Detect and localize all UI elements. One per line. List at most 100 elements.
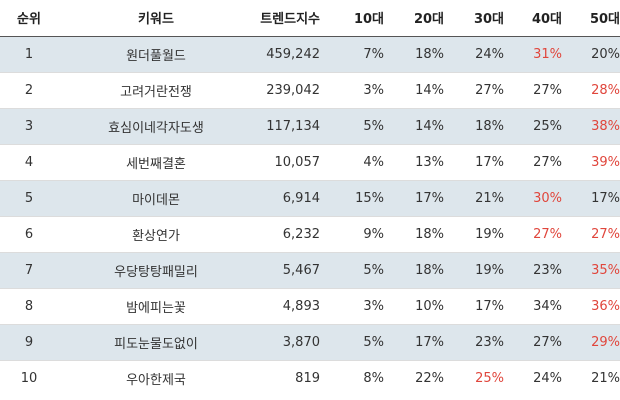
pct-cell-30s: 24% — [475, 46, 504, 62]
header-50s: 50대 — [562, 0, 620, 37]
header-rank: 순위 — [0, 0, 58, 37]
pct-cell-10s: 4% — [363, 154, 384, 170]
rank-cell: 8 — [24, 298, 34, 314]
table-row: 8 밤에피는꽃 4,893 3% 10% 17% 34% 36% — [0, 288, 620, 324]
pct-cell-20s: 17% — [415, 334, 444, 350]
pct-cell-30s: 27% — [475, 82, 504, 98]
keyword-cell: 우아한제국 — [126, 372, 186, 388]
pct-cell-40s: 31% — [533, 46, 562, 62]
rank-cell: 10 — [20, 370, 38, 386]
header-10s: 10대 — [320, 0, 384, 37]
pct-cell-50s: 38% — [591, 118, 620, 134]
pct-cell-30s: 17% — [475, 298, 504, 314]
table-row: 4 세번째결혼 10,057 4% 13% 17% 27% 39% — [0, 144, 620, 180]
keyword-cell: 우당탕탕패밀리 — [114, 264, 198, 280]
table-row: 6 환상연가 6,232 9% 18% 19% 27% 27% — [0, 216, 620, 252]
keyword-cell: 효심이네각자도생 — [108, 120, 204, 136]
pct-cell-10s: 5% — [363, 118, 384, 134]
trend-index-cell: 819 — [295, 370, 320, 386]
table-row: 5 마이데몬 6,914 15% 17% 21% 30% 17% — [0, 180, 620, 216]
pct-cell-20s: 14% — [415, 82, 444, 98]
keyword-cell: 세번째결혼 — [126, 156, 186, 172]
table-row: 2 고려거란전쟁 239,042 3% 14% 27% 27% 28% — [0, 72, 620, 108]
keyword-cell: 환상연가 — [132, 228, 180, 244]
pct-cell-50s: 39% — [591, 154, 620, 170]
table-row: 9 피도눈물도없이 3,870 5% 17% 23% 27% 29% — [0, 324, 620, 360]
header-trend-index: 트렌드지수 — [254, 0, 320, 37]
pct-cell-20s: 18% — [415, 262, 444, 278]
rank-cell: 3 — [24, 118, 34, 134]
keyword-cell: 마이데몬 — [132, 192, 180, 208]
table-row: 7 우당탕탕패밀리 5,467 5% 18% 19% 23% 35% — [0, 252, 620, 288]
pct-cell-20s: 18% — [415, 226, 444, 242]
pct-cell-40s: 34% — [533, 298, 562, 314]
table-row: 3 효심이네각자도생 117,134 5% 14% 18% 25% 38% — [0, 108, 620, 144]
rank-cell: 9 — [24, 334, 34, 350]
pct-cell-40s: 23% — [533, 262, 562, 278]
pct-cell-50s: 27% — [591, 226, 620, 242]
rank-cell: 4 — [24, 154, 34, 170]
header-40s: 40대 — [504, 0, 562, 37]
rank-cell: 7 — [24, 262, 34, 278]
pct-cell-40s: 27% — [533, 82, 562, 98]
pct-cell-50s: 20% — [591, 46, 620, 62]
table-row: 1 원더풀월드 459,242 7% 18% 24% 31% 20% — [0, 36, 620, 72]
keyword-cell: 원더풀월드 — [126, 48, 186, 64]
pct-cell-20s: 17% — [415, 190, 444, 206]
rank-cell: 2 — [24, 82, 34, 98]
pct-cell-30s: 19% — [475, 226, 504, 242]
rank-cell: 6 — [24, 226, 34, 242]
pct-cell-40s: 24% — [533, 370, 562, 386]
pct-cell-30s: 21% — [475, 190, 504, 206]
pct-cell-10s: 5% — [363, 334, 384, 350]
pct-cell-40s: 30% — [533, 190, 562, 206]
trend-index-cell: 6,914 — [282, 190, 320, 206]
pct-cell-30s: 25% — [475, 370, 504, 386]
pct-cell-30s: 23% — [475, 334, 504, 350]
pct-cell-10s: 3% — [363, 298, 384, 314]
pct-cell-10s: 8% — [363, 370, 384, 386]
pct-cell-30s: 17% — [475, 154, 504, 170]
trend-index-cell: 6,232 — [282, 226, 320, 242]
pct-cell-40s: 25% — [533, 118, 562, 134]
header-keyword: 키워드 — [58, 0, 254, 37]
pct-cell-40s: 27% — [533, 154, 562, 170]
header-row: 순위 키워드 트렌드지수 10대 20대 30대 40대 50대 — [0, 0, 620, 37]
pct-cell-40s: 27% — [533, 334, 562, 350]
pct-cell-30s: 19% — [475, 262, 504, 278]
header-30s: 30대 — [444, 0, 504, 37]
trend-index-cell: 3,870 — [282, 334, 320, 350]
pct-cell-20s: 14% — [415, 118, 444, 134]
pct-cell-50s: 28% — [591, 82, 620, 98]
keyword-cell: 피도눈물도없이 — [114, 336, 198, 352]
trend-index-cell: 459,242 — [266, 46, 320, 62]
keyword-cell: 밤에피는꽃 — [126, 300, 186, 316]
pct-cell-10s: 15% — [355, 190, 384, 206]
header-20s: 20대 — [384, 0, 444, 37]
trend-index-cell: 10,057 — [274, 154, 321, 170]
pct-cell-30s: 18% — [475, 118, 504, 134]
trend-index-cell: 239,042 — [266, 82, 320, 98]
pct-cell-10s: 3% — [363, 82, 384, 98]
pct-cell-20s: 13% — [415, 154, 444, 170]
rank-cell: 1 — [24, 46, 34, 62]
pct-cell-50s: 35% — [591, 262, 620, 278]
pct-cell-50s: 17% — [591, 190, 620, 206]
pct-cell-50s: 36% — [591, 298, 620, 314]
trend-index-cell: 5,467 — [282, 262, 320, 278]
pct-cell-50s: 21% — [591, 370, 620, 386]
pct-cell-20s: 10% — [415, 298, 444, 314]
pct-cell-40s: 27% — [533, 226, 562, 242]
pct-cell-10s: 9% — [363, 226, 384, 242]
pct-cell-20s: 18% — [415, 46, 444, 62]
trend-index-cell: 117,134 — [266, 118, 320, 134]
trend-index-cell: 4,893 — [282, 298, 320, 314]
pct-cell-20s: 22% — [415, 370, 444, 386]
rank-cell: 5 — [24, 190, 34, 206]
keyword-cell: 고려거란전쟁 — [120, 84, 192, 100]
pct-cell-50s: 29% — [591, 334, 620, 350]
table-row: 10 우아한제국 819 8% 22% 25% 24% 21% — [0, 360, 620, 396]
pct-cell-10s: 5% — [363, 262, 384, 278]
pct-cell-10s: 7% — [363, 46, 384, 62]
